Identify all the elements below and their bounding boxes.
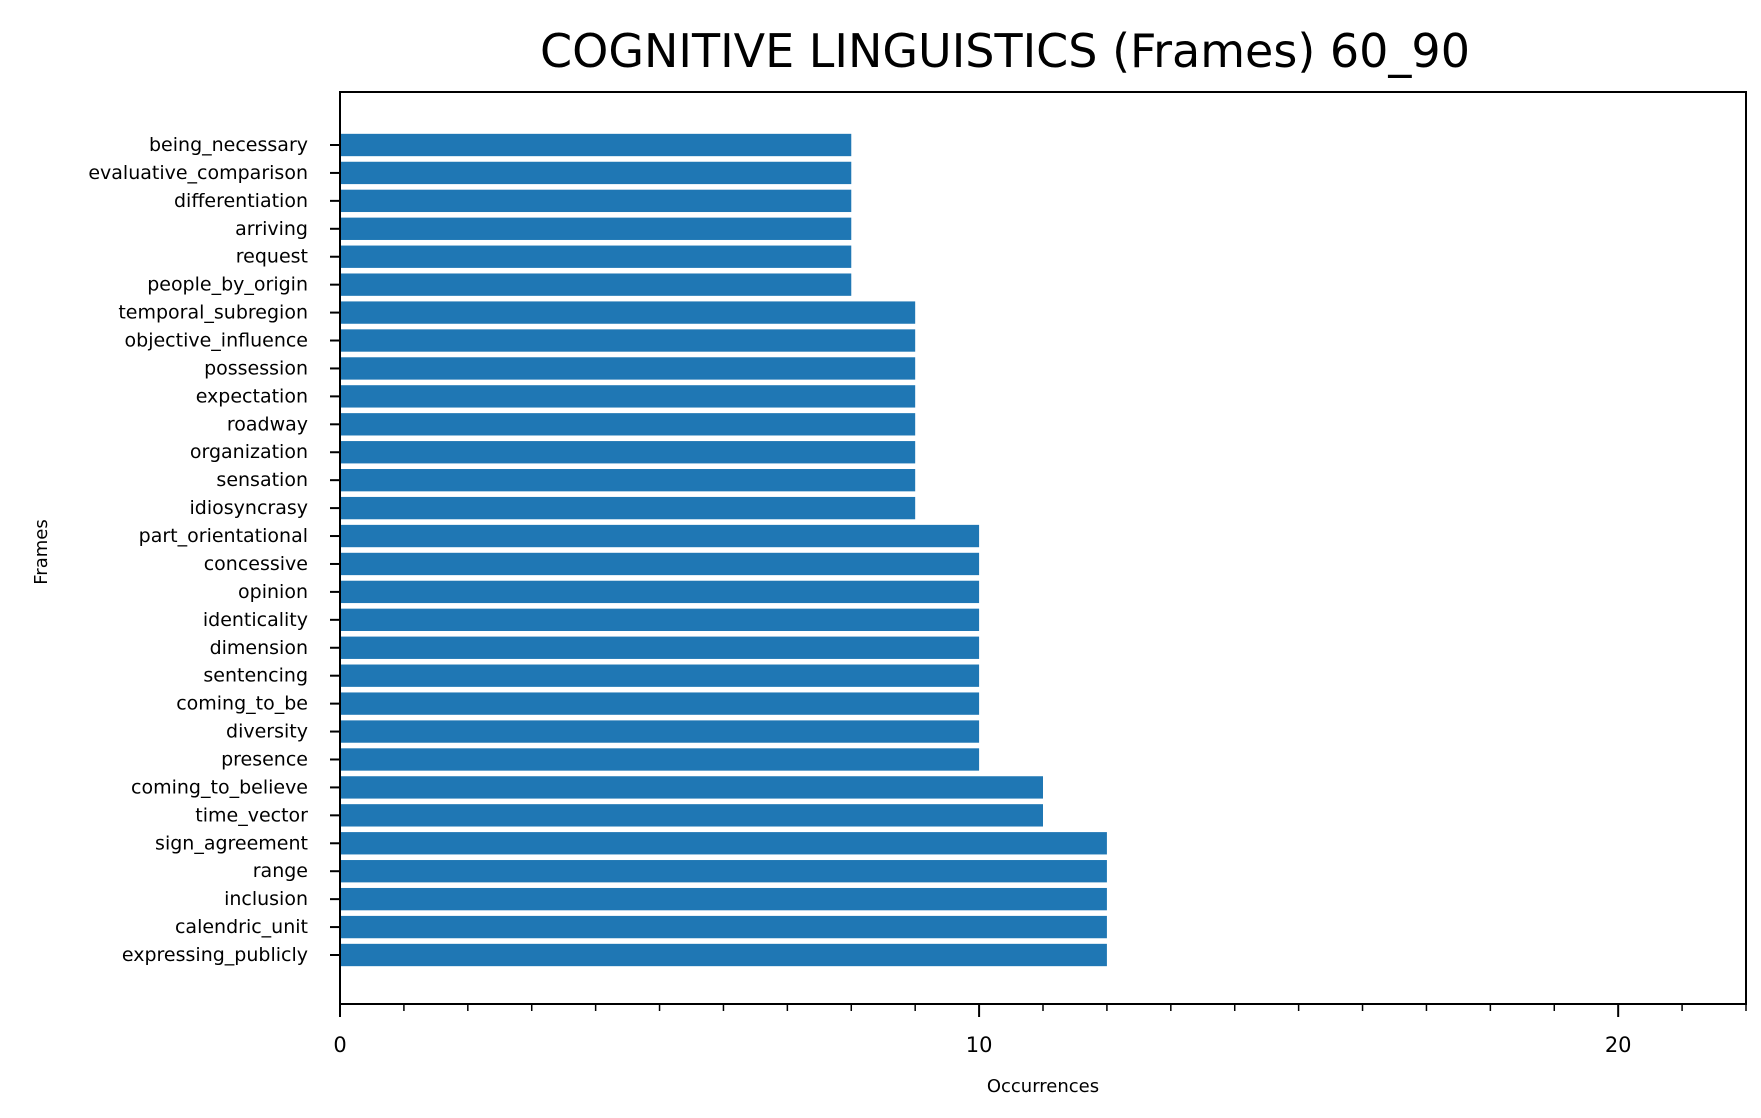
- y-tick-label: identicality: [203, 609, 308, 631]
- plot-frame: [339, 91, 1747, 1005]
- bar-range: [340, 860, 1107, 883]
- x-axis-title: Occurrences: [987, 1076, 1099, 1097]
- bar-diversity: [340, 720, 980, 743]
- bar-concessive: [340, 552, 980, 576]
- y-tick-label: idiosyncrasy: [190, 497, 308, 519]
- bar-sensation: [340, 469, 916, 492]
- y-tick-label: arriving: [235, 218, 308, 240]
- chart-title: COGNITIVE LINGUISTICS (Frames) 60_90: [540, 24, 1470, 78]
- bar-sentencing: [340, 664, 980, 687]
- y-tick-label: people_by_origin: [147, 274, 308, 296]
- y-tick-label: expressing_publicly: [122, 944, 308, 966]
- y-tick-label: calendric_unit: [175, 916, 308, 938]
- y-axis-title: Frames: [31, 519, 52, 584]
- bar-possession: [340, 357, 916, 380]
- bar-differentiation: [340, 189, 852, 213]
- y-tick-label: time_vector: [195, 804, 308, 826]
- y-tick-label: temporal_subregion: [118, 302, 308, 324]
- y-tick-label: sign_agreement: [155, 832, 308, 854]
- bar-presence: [340, 748, 980, 771]
- y-tick-label: part_orientational: [139, 525, 308, 547]
- x-tick-label: 20: [1605, 1033, 1632, 1057]
- y-tick-label: sensation: [216, 469, 308, 491]
- bar-time-vector: [340, 804, 1043, 827]
- x-tick-label: 10: [966, 1033, 993, 1057]
- bar-being-necessary: [340, 133, 852, 157]
- y-tick-label: request: [236, 246, 308, 268]
- bar-expressing-publicly: [340, 943, 1107, 967]
- y-tick-label: organization: [190, 441, 308, 463]
- y-tick-label: roadway: [227, 413, 308, 435]
- y-tick-label: dimension: [210, 637, 308, 659]
- y-tick-label: range: [253, 860, 308, 882]
- y-tick-label: inclusion: [224, 888, 308, 910]
- x-axis-ticks: 0 10 20: [333, 1004, 1747, 1057]
- bar-arriving: [340, 217, 852, 240]
- y-tick-label: sentencing: [203, 665, 308, 687]
- bar-expectation: [340, 385, 916, 408]
- bar-coming-to-be: [340, 692, 980, 715]
- y-tick-label: diversity: [226, 721, 308, 743]
- x-tick-label: 0: [333, 1033, 346, 1057]
- y-tick-label: differentiation: [174, 190, 308, 212]
- y-tick-label: opinion: [238, 581, 308, 603]
- y-tick-label: coming_to_believe: [131, 776, 308, 798]
- y-tick-label: being_necessary: [149, 134, 308, 156]
- bar-inclusion: [340, 887, 1107, 911]
- y-tick-label: evaluative_comparison: [88, 162, 308, 184]
- bar-organization: [340, 441, 916, 464]
- bar-calendric-unit: [340, 915, 1107, 939]
- bar-dimension: [340, 636, 980, 659]
- bar-opinion: [340, 580, 980, 604]
- bar-roadway: [340, 413, 916, 436]
- y-tick-label: objective_influence: [125, 330, 308, 352]
- bar-sign-agreement: [340, 832, 1107, 855]
- bar-people-by-origin: [340, 273, 852, 296]
- y-tick-label: expectation: [196, 385, 308, 407]
- bars-group: [340, 133, 1107, 967]
- bar-request: [340, 245, 852, 268]
- bar-objective-influence: [340, 329, 916, 352]
- bar-part-orientational: [340, 524, 980, 548]
- bar-idiosyncrasy: [340, 496, 916, 520]
- y-axis-ticks: being_necessary evaluative_comparisondiff…: [88, 134, 340, 966]
- bar-evaluative-comparison: [340, 161, 852, 185]
- bar-identicality: [340, 608, 980, 631]
- y-tick-label: coming_to_be: [176, 693, 308, 715]
- bar-coming-to-believe: [340, 776, 1043, 799]
- y-tick-label: concessive: [204, 553, 308, 575]
- bar-temporal-subregion: [340, 301, 916, 324]
- y-tick-label: presence: [221, 748, 308, 770]
- y-tick-label: possession: [204, 357, 308, 379]
